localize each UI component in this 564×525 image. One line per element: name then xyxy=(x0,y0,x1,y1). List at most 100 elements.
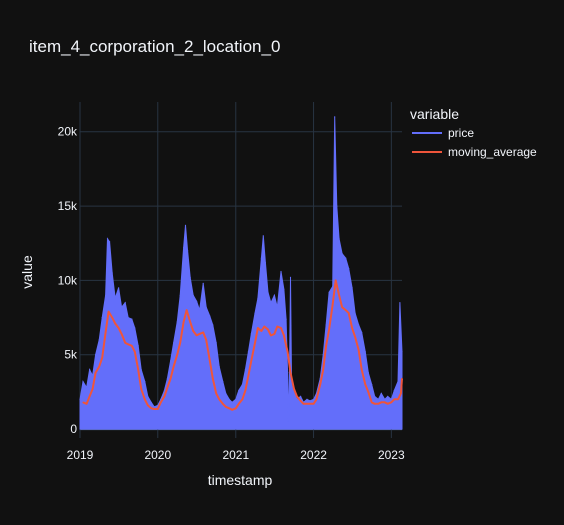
price-point xyxy=(270,302,272,304)
moving-average-point xyxy=(131,345,133,347)
price-point xyxy=(79,398,81,400)
moving-average-point xyxy=(95,372,97,374)
price-point xyxy=(163,389,165,391)
price-point xyxy=(101,317,103,319)
price-point xyxy=(267,291,269,293)
price-point xyxy=(184,224,187,226)
moving-average-point xyxy=(287,351,289,353)
moving-average-point xyxy=(319,383,321,386)
price-point xyxy=(397,380,399,383)
price-point xyxy=(322,354,324,356)
moving-average-point xyxy=(118,327,120,329)
moving-average-point xyxy=(332,303,334,305)
price-point xyxy=(328,291,330,293)
price-point xyxy=(228,398,230,400)
x-tick-label: 2023 xyxy=(378,448,405,462)
price-point xyxy=(287,421,289,423)
moving-average-point xyxy=(387,403,389,405)
price-point xyxy=(109,241,111,243)
moving-average-point xyxy=(235,407,237,409)
price-point xyxy=(276,306,278,308)
price-point xyxy=(296,398,298,400)
moving-average-point xyxy=(393,398,395,400)
moving-average-point xyxy=(202,331,204,333)
price-point xyxy=(300,395,302,397)
price-point xyxy=(254,312,256,314)
price-point xyxy=(157,404,159,406)
price-point xyxy=(144,380,146,383)
moving-average-point xyxy=(390,401,392,403)
price-point xyxy=(199,309,201,311)
moving-average-point xyxy=(86,403,88,405)
price-point xyxy=(387,395,389,397)
price-point xyxy=(222,380,224,383)
moving-average-point xyxy=(160,401,162,403)
moving-average-point xyxy=(313,403,315,405)
moving-average-point xyxy=(296,395,298,397)
moving-average-point xyxy=(361,369,363,371)
price-point xyxy=(338,238,340,240)
moving-average-point xyxy=(302,403,305,405)
price-point xyxy=(114,297,116,299)
price-point xyxy=(231,401,233,403)
moving-average-point xyxy=(105,331,107,333)
moving-average-point xyxy=(183,321,185,323)
moving-average-point xyxy=(238,403,240,405)
moving-average-point xyxy=(222,403,224,405)
price-point xyxy=(196,300,198,302)
price-point xyxy=(192,294,194,296)
price-point xyxy=(262,235,264,237)
price-point xyxy=(244,369,246,371)
price-point xyxy=(140,369,142,371)
moving-average-point xyxy=(276,325,278,328)
legend-title: variable xyxy=(410,106,459,122)
price-point xyxy=(291,383,293,386)
price-point xyxy=(209,315,211,317)
moving-average-point xyxy=(205,339,207,341)
moving-average-point xyxy=(257,327,259,329)
moving-average-point xyxy=(335,279,337,281)
price-point xyxy=(86,386,88,389)
price-point xyxy=(89,369,91,371)
x-tick-label: 2022 xyxy=(300,448,327,462)
moving-average-point xyxy=(328,328,330,331)
price-point xyxy=(306,398,308,400)
price-point xyxy=(137,345,139,347)
price-point xyxy=(98,339,100,341)
y-tick-label: 20k xyxy=(58,125,78,139)
price-point xyxy=(393,389,395,391)
moving-average-point xyxy=(98,366,100,368)
price-point xyxy=(176,321,178,323)
moving-average-point xyxy=(192,330,194,332)
y-tick-label: 10k xyxy=(58,273,78,287)
moving-average-point xyxy=(186,309,188,311)
price-point xyxy=(354,312,356,314)
moving-average-point xyxy=(397,398,399,400)
price-point xyxy=(160,398,162,400)
price-point xyxy=(287,372,289,374)
price-point xyxy=(124,302,126,304)
moving-average-point xyxy=(111,317,113,319)
price-point xyxy=(361,331,363,333)
moving-average-point xyxy=(341,306,343,308)
moving-average-point xyxy=(189,321,191,323)
moving-average-point xyxy=(147,404,149,406)
moving-average-point xyxy=(358,349,360,351)
price-point xyxy=(336,205,338,207)
moving-average-point xyxy=(377,403,379,405)
price-point xyxy=(315,392,318,394)
price-point xyxy=(377,398,379,400)
moving-average-point xyxy=(325,345,327,347)
moving-average-point xyxy=(163,395,165,397)
moving-average-series xyxy=(82,279,403,411)
y-tick-label: 15k xyxy=(58,199,78,213)
price-point xyxy=(106,238,109,240)
price-point xyxy=(82,380,84,383)
price-point xyxy=(183,247,185,249)
legend: variable price moving_average xyxy=(410,106,537,159)
price-point xyxy=(241,383,243,386)
legend-label-moving-average[interactable]: moving_average xyxy=(448,145,537,159)
moving-average-point xyxy=(400,392,402,394)
legend-label-price[interactable]: price xyxy=(448,126,474,140)
